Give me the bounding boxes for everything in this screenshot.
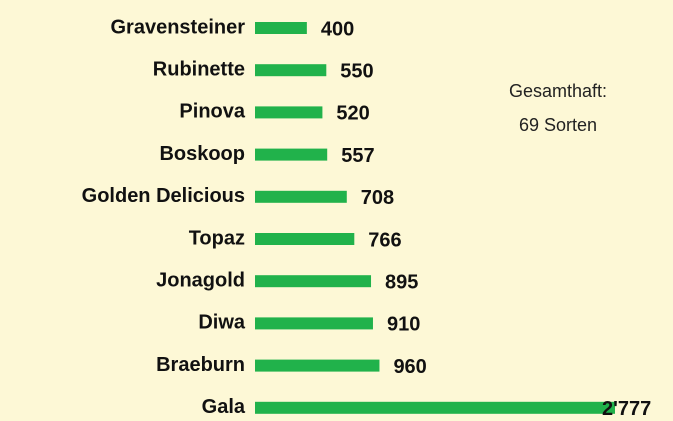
category-label: Gala (202, 396, 246, 418)
category-label: Gravensteiner (110, 16, 245, 38)
bar (255, 148, 328, 161)
category-label: Pinova (179, 101, 245, 123)
value-label: 895 (385, 271, 418, 293)
bar (255, 64, 327, 77)
bar (255, 275, 372, 288)
category-label: Golden Delicious (82, 185, 245, 207)
value-label: 520 (336, 103, 369, 125)
category-label: Topaz (189, 227, 245, 249)
bar (255, 359, 380, 372)
annotation: 69 Sorten (519, 115, 597, 135)
value-label: 550 (340, 60, 373, 82)
value-label: 2'777 (602, 398, 651, 420)
value-label: 960 (393, 356, 426, 378)
annotation: Gesamthaft: (509, 81, 607, 101)
bar (255, 22, 307, 34)
category-label: Diwa (198, 312, 246, 334)
value-label: 708 (361, 187, 394, 209)
category-label: Jonagold (156, 269, 245, 291)
category-label: Rubinette (153, 58, 245, 80)
bar (255, 317, 373, 330)
value-label: 557 (341, 145, 374, 167)
bar (255, 106, 323, 119)
value-label: 766 (368, 229, 401, 251)
category-label: Braeburn (156, 354, 245, 376)
bar (255, 401, 615, 414)
value-label: 400 (321, 18, 354, 40)
bar (255, 233, 355, 245)
bar (255, 190, 347, 203)
category-label: Boskoop (159, 143, 245, 165)
value-label: 910 (387, 314, 420, 336)
